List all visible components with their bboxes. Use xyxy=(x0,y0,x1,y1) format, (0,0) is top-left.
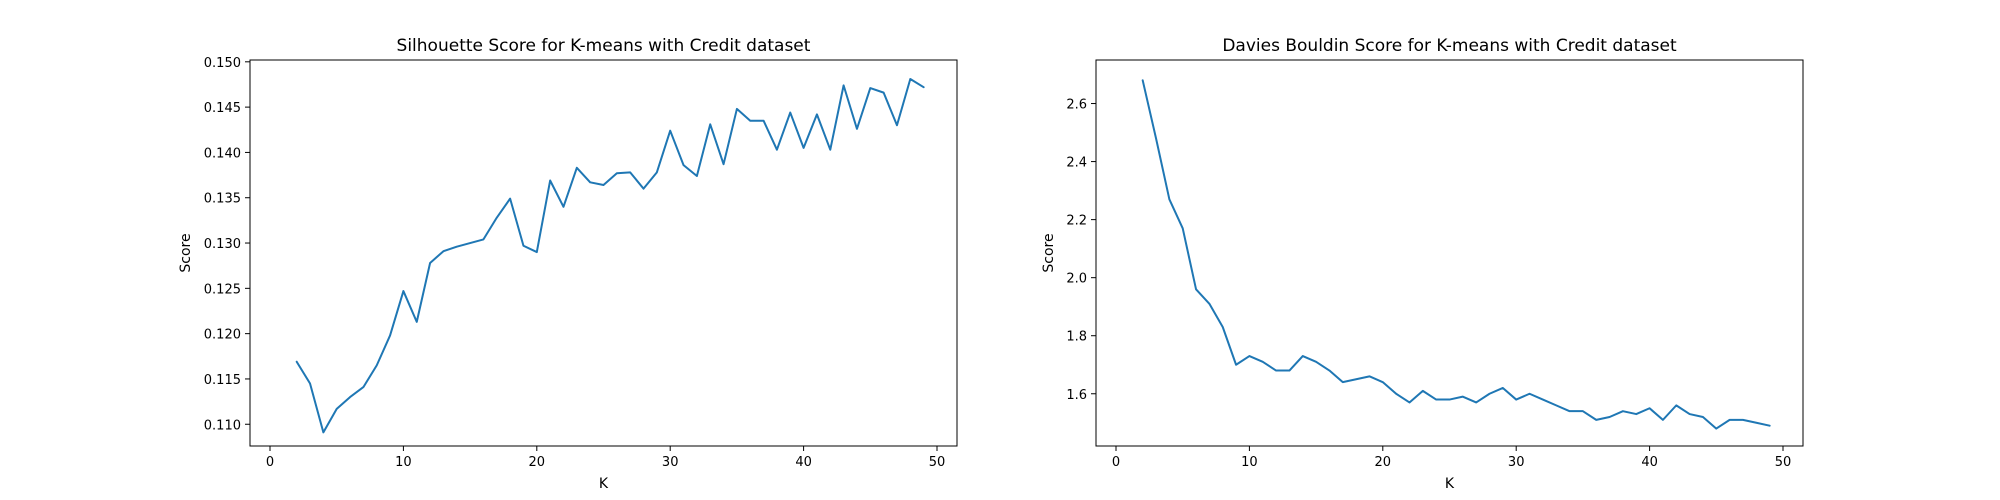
chart-0-y-tick-label: 0.145 xyxy=(204,101,241,116)
chart-0-y-tick-label: 0.135 xyxy=(204,192,241,207)
chart-1-y-tick-label: 2.6 xyxy=(1066,98,1087,113)
chart-0-y-tick-label: 0.125 xyxy=(204,282,241,297)
chart-0-title: Silhouette Score for K-means with Credit… xyxy=(397,36,811,56)
chart-0-y-tick-label: 0.140 xyxy=(204,146,241,161)
chart-0-series-line-0 xyxy=(295,78,925,434)
chart-1-y-tick-label: 2.2 xyxy=(1066,214,1087,229)
chart-0-y-tick-label: 0.110 xyxy=(204,418,241,433)
chart-1-x-axis-label: K xyxy=(1445,476,1455,492)
chart-1-x-tick-label: 10 xyxy=(1241,455,1258,470)
chart-0-y-axis-label: Score xyxy=(178,233,194,272)
chart-1-x-tick-label: 20 xyxy=(1375,455,1392,470)
chart-0-x-axis-label: K xyxy=(599,476,609,492)
chart-1-y-axis-label: Score xyxy=(1041,233,1057,272)
chart-0-x-tick-label: 50 xyxy=(929,455,946,470)
chart-0-y-tick-label: 0.150 xyxy=(204,56,241,71)
chart-1-x-tick-label: 0 xyxy=(1112,455,1120,470)
chart-0-x-tick-label: 10 xyxy=(395,455,412,470)
chart-1-series-line-0 xyxy=(1141,79,1771,430)
chart-1-x-tick-label: 50 xyxy=(1775,455,1792,470)
chart-1-y-tick-label: 1.8 xyxy=(1066,330,1087,345)
chart-0-y-tick-label: 0.130 xyxy=(204,237,241,252)
chart-1-y-tick-label: 2.0 xyxy=(1066,272,1087,287)
chart-0-x-tick-label: 20 xyxy=(529,455,546,470)
chart-0-y-tick-label: 0.115 xyxy=(204,373,241,388)
chart-0-x-tick-label: 0 xyxy=(266,455,274,470)
chart-1-title: Davies Bouldin Score for K-means with Cr… xyxy=(1222,36,1677,56)
chart-1-y-tick-label: 2.4 xyxy=(1066,156,1087,171)
chart-0-axes-frame xyxy=(249,59,958,447)
chart-1-x-tick-label: 30 xyxy=(1508,455,1525,470)
chart-1-x-tick-label: 40 xyxy=(1641,455,1658,470)
chart-0-x-tick-label: 30 xyxy=(662,455,679,470)
davies-bouldin-chart-panel: Davies Bouldin Score for K-means with Cr… xyxy=(1041,36,1804,492)
chart-0-x-tick-label: 40 xyxy=(795,455,812,470)
chart-0-y-tick-label: 0.120 xyxy=(204,328,241,343)
chart-1-y-tick-label: 1.6 xyxy=(1066,388,1087,403)
chart-1-axes-frame xyxy=(1095,59,1804,447)
silhouette-chart-panel: Silhouette Score for K-means with Credit… xyxy=(178,36,958,492)
